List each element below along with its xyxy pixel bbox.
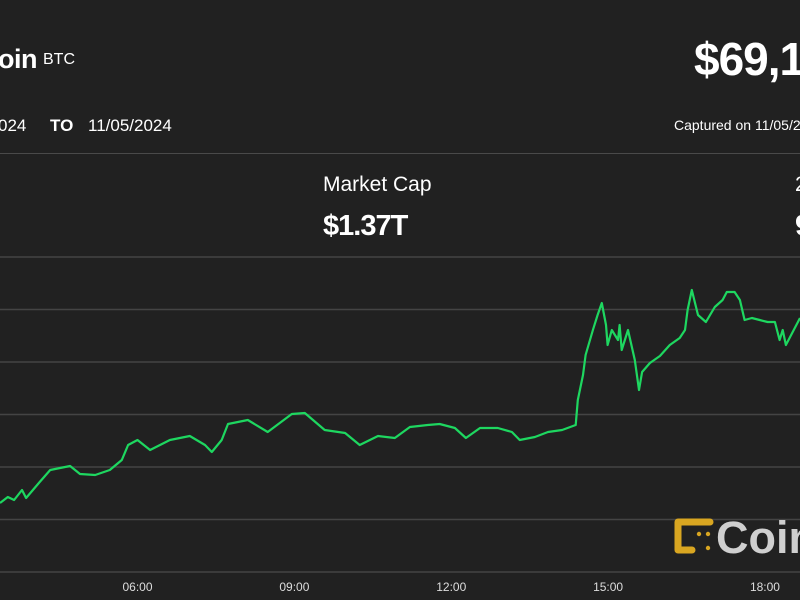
x-tick-label: 18:00: [750, 580, 780, 594]
price-line: [0, 288, 800, 504]
market-cap-value: $1.37T: [323, 210, 408, 242]
stat-label: 2: [795, 173, 800, 197]
stat-value: 9: [795, 210, 800, 243]
x-tick-label: 15:00: [593, 580, 623, 594]
date-from: 024: [0, 116, 27, 135]
coindesk-watermark: Coin: [716, 512, 800, 563]
x-tick-label: 12:00: [436, 580, 466, 594]
captured-timestamp: Captured on 11/05/2: [674, 117, 800, 133]
x-axis-ticks: 06:00 09:00 12:00 15:00 18:00: [123, 580, 781, 594]
current-price: $69,1: [694, 33, 800, 85]
date-to: 11/05/2024: [88, 116, 172, 135]
gridlines: [0, 256, 800, 573]
asset-name: oin: [0, 44, 38, 74]
asset-symbol: BTC: [43, 51, 75, 68]
x-tick-label: 06:00: [123, 580, 153, 594]
market-cap-label: Market Cap: [323, 173, 432, 196]
coindesk-logo-icon: [674, 518, 714, 554]
divider: [0, 153, 800, 154]
date-to-label: TO: [50, 116, 74, 135]
x-tick-label: 09:00: [279, 580, 309, 594]
